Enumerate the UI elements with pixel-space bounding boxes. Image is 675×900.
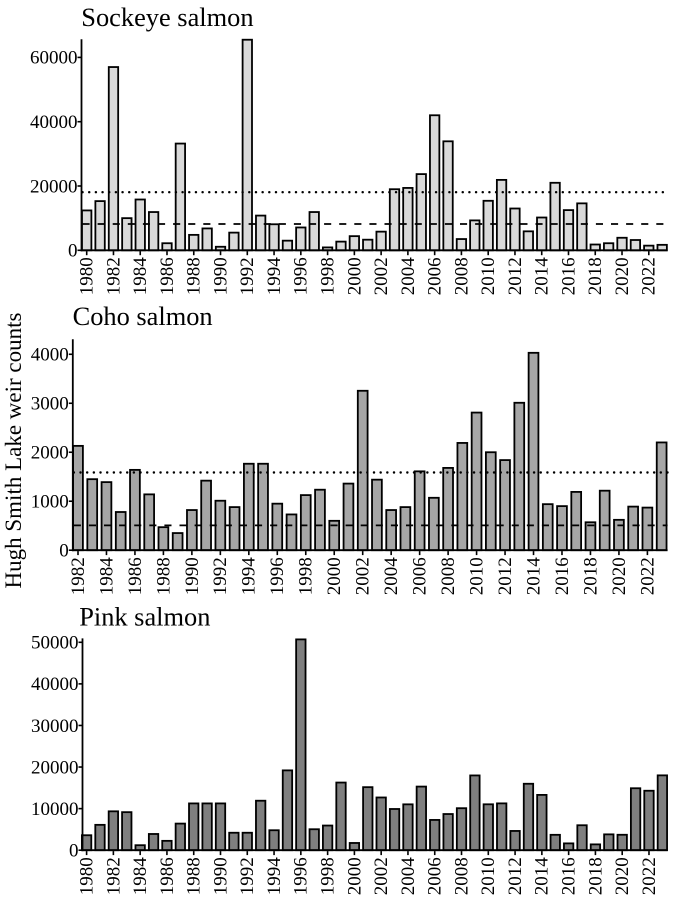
svg-text:2010: 2010 <box>466 557 487 595</box>
svg-text:2006: 2006 <box>410 557 431 595</box>
svg-text:20000: 20000 <box>30 176 78 197</box>
svg-text:2004: 2004 <box>381 557 402 596</box>
svg-text:1996: 1996 <box>291 257 312 295</box>
svg-text:1990: 1990 <box>210 857 231 895</box>
svg-text:2020: 2020 <box>609 557 630 595</box>
svg-text:1992: 1992 <box>237 257 258 295</box>
svg-text:1982: 1982 <box>103 857 124 895</box>
svg-text:2004: 2004 <box>398 257 419 296</box>
svg-text:1986: 1986 <box>157 257 178 295</box>
svg-text:1982: 1982 <box>68 557 89 595</box>
svg-text:2016: 2016 <box>552 557 573 595</box>
svg-text:Sockeye salmon: Sockeye salmon <box>81 2 253 32</box>
svg-text:2000: 2000 <box>31 443 69 464</box>
svg-text:40000: 40000 <box>30 112 78 133</box>
svg-text:1984: 1984 <box>130 257 151 296</box>
svg-text:1000: 1000 <box>31 492 69 513</box>
svg-text:2006: 2006 <box>425 257 446 295</box>
svg-text:1994: 1994 <box>239 557 260 596</box>
svg-text:0: 0 <box>68 241 78 262</box>
svg-text:1994: 1994 <box>264 257 285 296</box>
svg-text:2018: 2018 <box>585 857 606 895</box>
svg-text:30000: 30000 <box>31 716 79 737</box>
svg-text:2022: 2022 <box>637 557 658 595</box>
svg-text:1998: 1998 <box>317 257 338 295</box>
svg-text:1998: 1998 <box>296 557 317 595</box>
svg-text:2020: 2020 <box>612 257 633 295</box>
svg-text:Coho salmon: Coho salmon <box>73 301 213 331</box>
svg-text:2018: 2018 <box>585 257 606 295</box>
svg-text:2014: 2014 <box>532 257 553 296</box>
svg-text:4000: 4000 <box>31 345 69 366</box>
svg-text:2010: 2010 <box>478 257 499 295</box>
svg-text:2000: 2000 <box>344 857 365 895</box>
svg-text:2022: 2022 <box>639 257 660 295</box>
svg-text:1992: 1992 <box>210 557 231 595</box>
svg-text:1988: 1988 <box>184 257 205 295</box>
svg-text:2012: 2012 <box>505 857 526 895</box>
svg-text:2020: 2020 <box>612 857 633 895</box>
svg-text:1988: 1988 <box>184 857 205 895</box>
svg-text:2002: 2002 <box>371 857 392 895</box>
svg-text:2000: 2000 <box>344 257 365 295</box>
svg-text:1980: 1980 <box>77 257 98 295</box>
svg-text:2018: 2018 <box>580 557 601 595</box>
svg-text:1996: 1996 <box>267 557 288 595</box>
svg-text:1984: 1984 <box>130 857 151 896</box>
svg-text:2012: 2012 <box>505 257 526 295</box>
svg-text:1982: 1982 <box>103 257 124 295</box>
svg-text:2004: 2004 <box>398 857 419 896</box>
svg-text:0: 0 <box>69 841 79 862</box>
svg-text:1980: 1980 <box>77 857 98 895</box>
svg-text:2008: 2008 <box>451 857 472 895</box>
svg-text:20000: 20000 <box>31 757 79 778</box>
svg-text:2008: 2008 <box>438 557 459 595</box>
svg-text:2014: 2014 <box>532 857 553 896</box>
svg-text:0: 0 <box>59 541 69 562</box>
svg-text:50000: 50000 <box>31 633 79 654</box>
svg-text:1986: 1986 <box>125 557 146 595</box>
svg-text:2012: 2012 <box>495 557 516 595</box>
svg-text:2000: 2000 <box>324 557 345 595</box>
svg-text:60000: 60000 <box>30 48 78 69</box>
svg-text:2008: 2008 <box>451 257 472 295</box>
svg-text:40000: 40000 <box>31 674 79 695</box>
svg-text:1996: 1996 <box>291 857 312 895</box>
svg-text:1984: 1984 <box>96 557 117 596</box>
svg-text:Pink salmon: Pink salmon <box>79 602 210 632</box>
svg-text:1988: 1988 <box>153 557 174 595</box>
svg-text:2016: 2016 <box>558 257 579 295</box>
svg-text:1990: 1990 <box>182 557 203 595</box>
svg-text:2022: 2022 <box>639 857 660 895</box>
svg-text:1992: 1992 <box>237 857 258 895</box>
svg-text:1994: 1994 <box>264 857 285 896</box>
svg-text:2002: 2002 <box>371 257 392 295</box>
svg-text:Hugh Smith Lake weir counts: Hugh Smith Lake weir counts <box>1 312 26 588</box>
svg-text:1998: 1998 <box>318 857 339 895</box>
svg-text:2014: 2014 <box>523 557 544 596</box>
svg-text:3000: 3000 <box>31 394 69 415</box>
svg-text:1990: 1990 <box>210 257 231 295</box>
svg-text:2010: 2010 <box>478 857 499 895</box>
svg-text:2016: 2016 <box>559 857 580 895</box>
svg-text:2002: 2002 <box>353 557 374 595</box>
svg-text:10000: 10000 <box>31 799 79 820</box>
svg-text:1986: 1986 <box>157 857 178 895</box>
svg-text:2006: 2006 <box>425 857 446 895</box>
